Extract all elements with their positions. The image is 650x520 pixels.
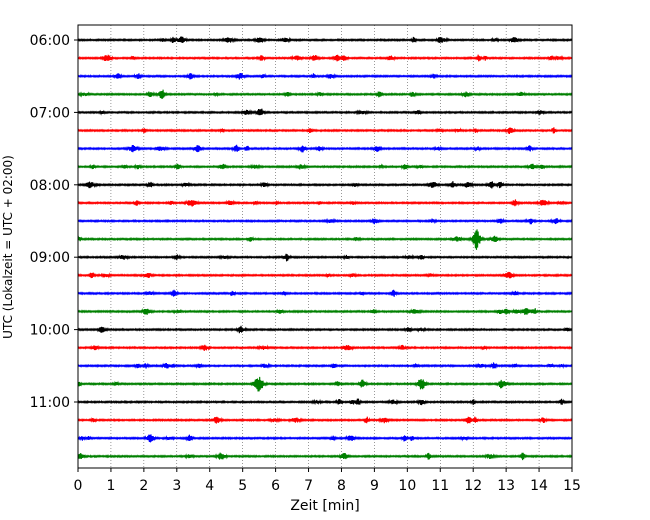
x-tick-label: 3: [172, 478, 181, 494]
x-tick-label: 8: [337, 478, 346, 494]
trace-line: [77, 308, 573, 315]
x-tick-label: 5: [238, 478, 247, 494]
y-tick-label: 07:00: [30, 105, 70, 121]
trace-line: [77, 289, 573, 297]
grid-lines: [110, 25, 540, 468]
trace-line: [77, 72, 573, 80]
trace-line: [77, 416, 573, 424]
x-axis: 0 1 2 3 4 5 6 7 8 9 10 11 12 13 14 15: [74, 468, 581, 494]
x-axis-label: Zeit [min]: [290, 498, 359, 514]
trace-line: [77, 199, 573, 207]
x-tick-label: 1: [106, 478, 115, 494]
trace-line: [77, 376, 573, 392]
x-tick-label: 14: [530, 478, 548, 494]
x-tick-label: 11: [431, 478, 449, 494]
x-tick-label: 13: [497, 478, 515, 494]
y-tick-label: 06:00: [30, 33, 70, 49]
trace-line: [77, 398, 573, 406]
y-tick-label: 08:00: [30, 178, 70, 194]
x-tick-label: 2: [139, 478, 148, 494]
trace-line: [77, 434, 573, 443]
trace-line: [77, 325, 573, 334]
y-axis: 06:00 07:00 08:00 09:00 10:00 11:00: [30, 33, 78, 411]
trace-line: [77, 54, 573, 62]
x-tick-label: 4: [205, 478, 214, 494]
trace-line: [77, 144, 573, 153]
trace-line: [77, 217, 573, 225]
y-axis-label: UTC (Lokalzeit = UTC + 02:00): [1, 155, 15, 339]
plot-area: [78, 25, 572, 468]
y-tick-label: 09:00: [30, 250, 70, 266]
x-tick-label: 10: [398, 478, 416, 494]
x-tick-label: 6: [271, 478, 280, 494]
x-tick-label: 9: [370, 478, 379, 494]
trace-group: [77, 36, 573, 461]
trace-line: [77, 271, 573, 279]
trace-line: [77, 229, 573, 250]
y-tick-label: 10:00: [30, 323, 70, 339]
x-tick-label: 15: [563, 478, 581, 494]
trace-line: [77, 163, 573, 171]
x-tick-label: 12: [464, 478, 482, 494]
trace-line: [77, 181, 573, 189]
trace-line: [77, 452, 573, 461]
trace-line: [77, 253, 573, 262]
x-tick-label: 7: [304, 478, 313, 494]
trace-line: [77, 108, 573, 116]
x-tick-label: 0: [74, 478, 83, 494]
trace-line: [77, 362, 573, 370]
trace-line: [77, 89, 573, 99]
trace-line: [77, 344, 573, 352]
trace-line: [77, 36, 573, 44]
y-tick-label: 11:00: [30, 395, 70, 411]
trace-line: [77, 127, 573, 135]
plot-frame: [77, 24, 573, 469]
